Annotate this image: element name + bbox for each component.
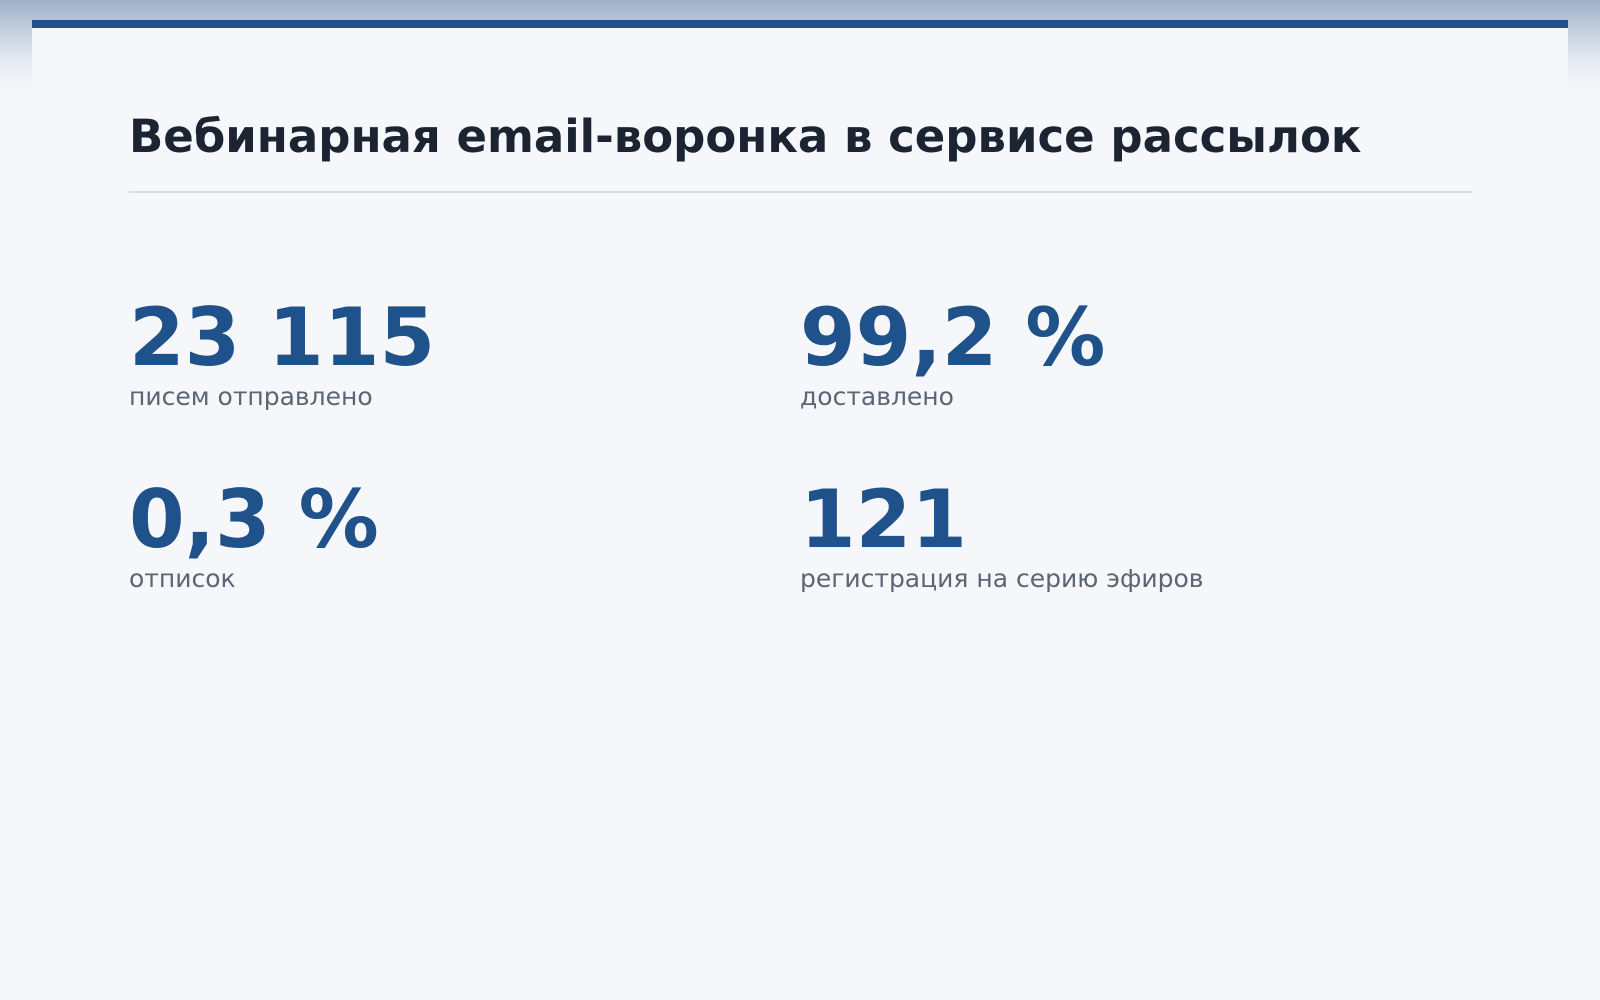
stat: 99,2 % доставлено <box>800 291 1106 412</box>
stat: 0,3 % отписок <box>129 473 379 594</box>
stat-value: 0,3 % <box>129 473 379 566</box>
card: Вебинарная email-воронка в сервисе рассы… <box>32 20 1568 1000</box>
stat-value: 23 115 <box>129 291 436 384</box>
title: Вебинарная email-воронка в сервисе рассы… <box>129 110 1362 163</box>
stat-value: 121 <box>800 473 967 566</box>
stat-label: писем отправлено <box>129 382 373 411</box>
stat-value: 99,2 % <box>800 291 1106 384</box>
stat-label: доставлено <box>800 382 954 411</box>
stat: 23 115 писем отправлено <box>129 291 436 412</box>
stat-label: отписок <box>129 564 236 593</box>
divider <box>129 191 1473 193</box>
stat-label: регистрация на серию эфиров <box>800 564 1204 593</box>
stat: 121 регистрация на серию эфиров <box>800 473 1204 594</box>
